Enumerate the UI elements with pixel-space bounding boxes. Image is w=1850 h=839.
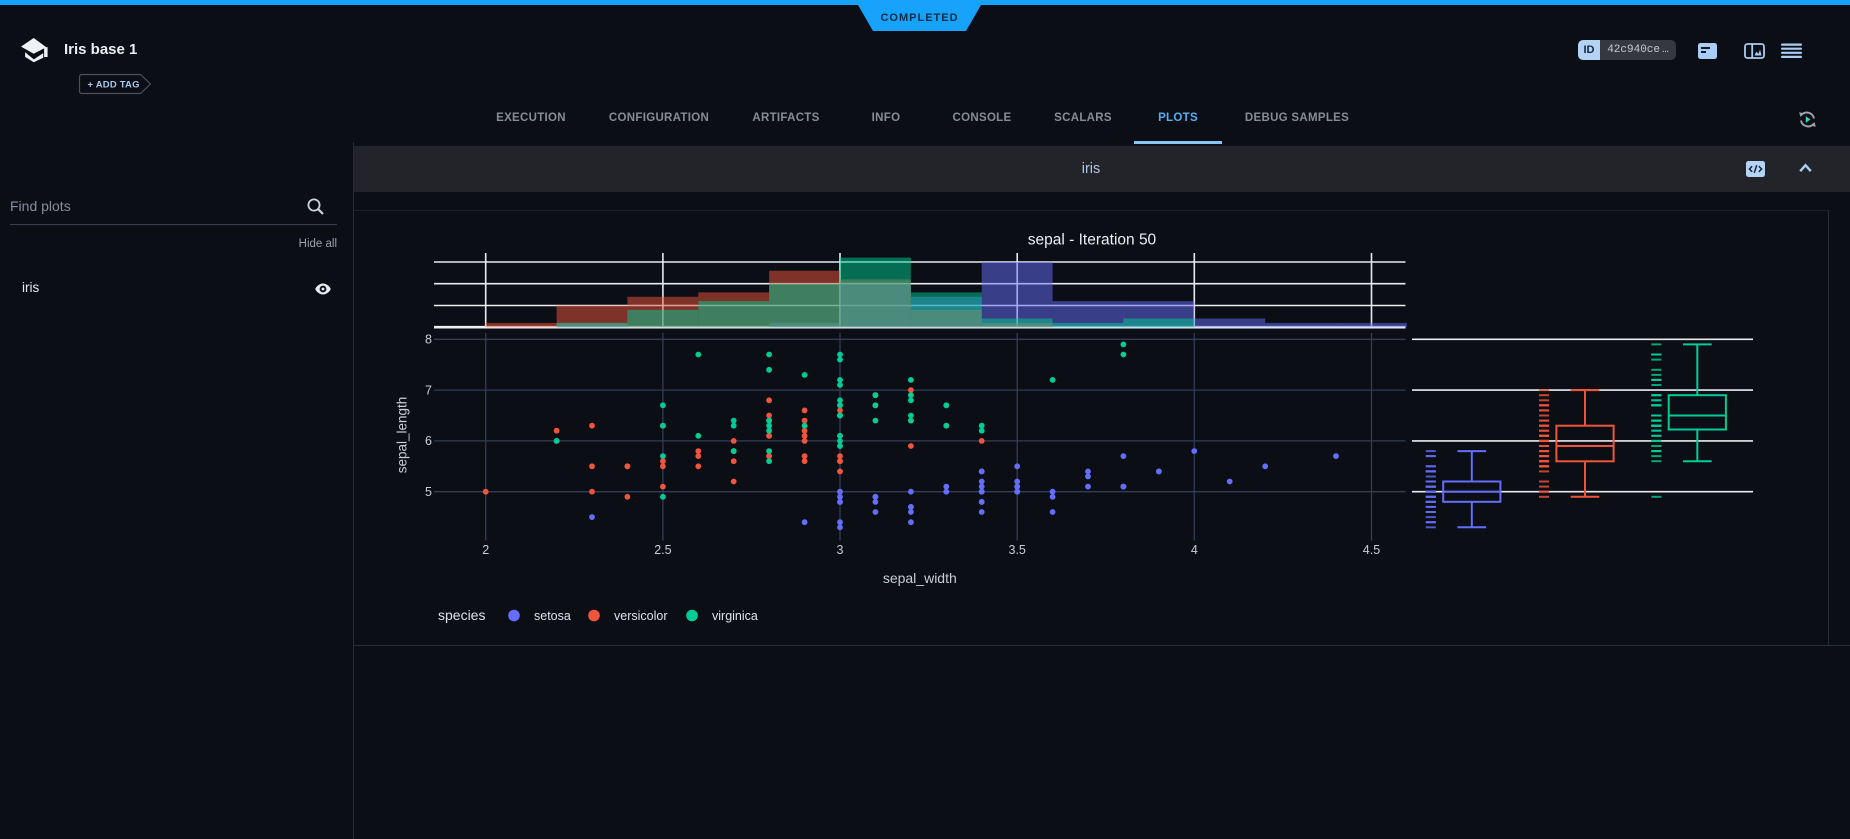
svg-text:5: 5 <box>425 485 432 499</box>
svg-text:3.5: 3.5 <box>1009 543 1026 557</box>
svg-text:8: 8 <box>425 333 432 347</box>
svg-text:2.5: 2.5 <box>654 543 671 557</box>
svg-text:7: 7 <box>425 383 432 397</box>
svg-text:sepal_length: sepal_length <box>395 397 410 474</box>
svg-text:sepal - Iteration 50: sepal - Iteration 50 <box>1028 232 1157 249</box>
svg-text:sepal_width: sepal_width <box>883 570 957 586</box>
svg-text:6: 6 <box>425 434 432 448</box>
svg-text:versicolor: versicolor <box>614 609 668 623</box>
svg-text:virginica: virginica <box>712 609 758 623</box>
svg-text:species: species <box>438 607 485 623</box>
svg-text:+ ADD TAG: + ADD TAG <box>88 80 140 91</box>
svg-text:setosa: setosa <box>534 609 571 623</box>
svg-text:4.5: 4.5 <box>1363 543 1380 557</box>
svg-text:2: 2 <box>482 543 489 557</box>
svg-text:3: 3 <box>837 543 844 557</box>
svg-text:4: 4 <box>1191 543 1198 557</box>
